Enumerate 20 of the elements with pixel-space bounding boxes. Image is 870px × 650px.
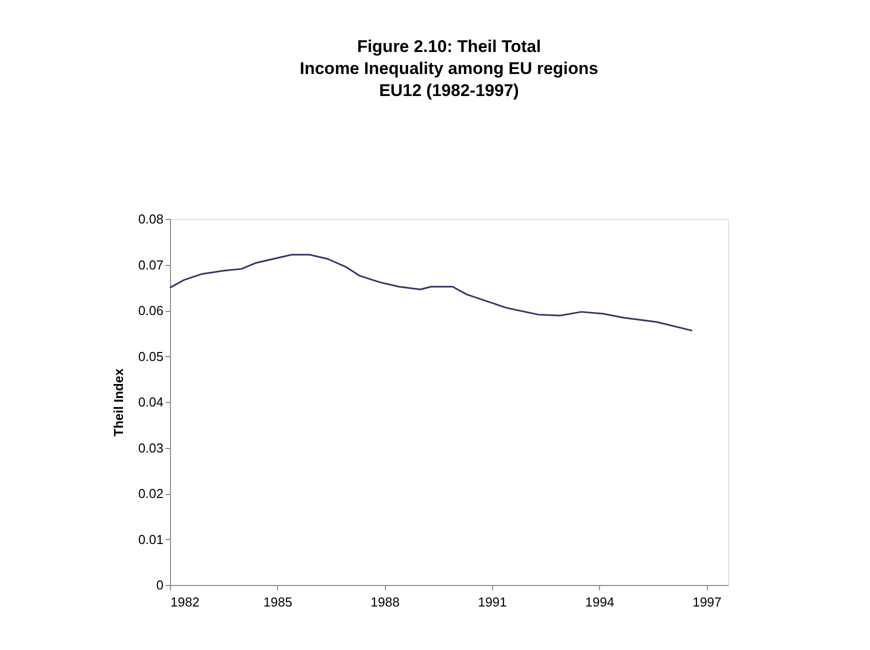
x-tick-label: 1982 <box>170 594 200 610</box>
x-tick-label: 1985 <box>263 594 292 610</box>
text: Income Inequality among EU regions <box>300 59 598 78</box>
line-series <box>169 254 694 332</box>
x-tick-label: 1991 <box>478 594 507 610</box>
y-tick-label: 0.03 <box>138 440 164 456</box>
y-tick-label: 0.02 <box>138 486 164 501</box>
y-tick-label: 0.07 <box>138 257 164 272</box>
y-axis-title: Theil Index <box>111 368 126 436</box>
y-tick-label: 0.01 <box>138 532 164 547</box>
x-tick-label: 1988 <box>370 594 400 610</box>
y-tick-label: 0 <box>156 578 164 592</box>
y-tick-label: 0.08 <box>138 212 164 226</box>
y-tick-label: 0.05 <box>138 348 164 364</box>
text: Figure 2.10: Theil Total <box>357 37 541 56</box>
y-tick-label: 0.04 <box>138 394 164 410</box>
text: EU12 (1982-1997) <box>379 81 519 100</box>
x-tick-label: 1997 <box>692 594 722 610</box>
x-tick-label: 1994 <box>585 594 614 610</box>
y-tick-label: 0.06 <box>138 303 164 318</box>
